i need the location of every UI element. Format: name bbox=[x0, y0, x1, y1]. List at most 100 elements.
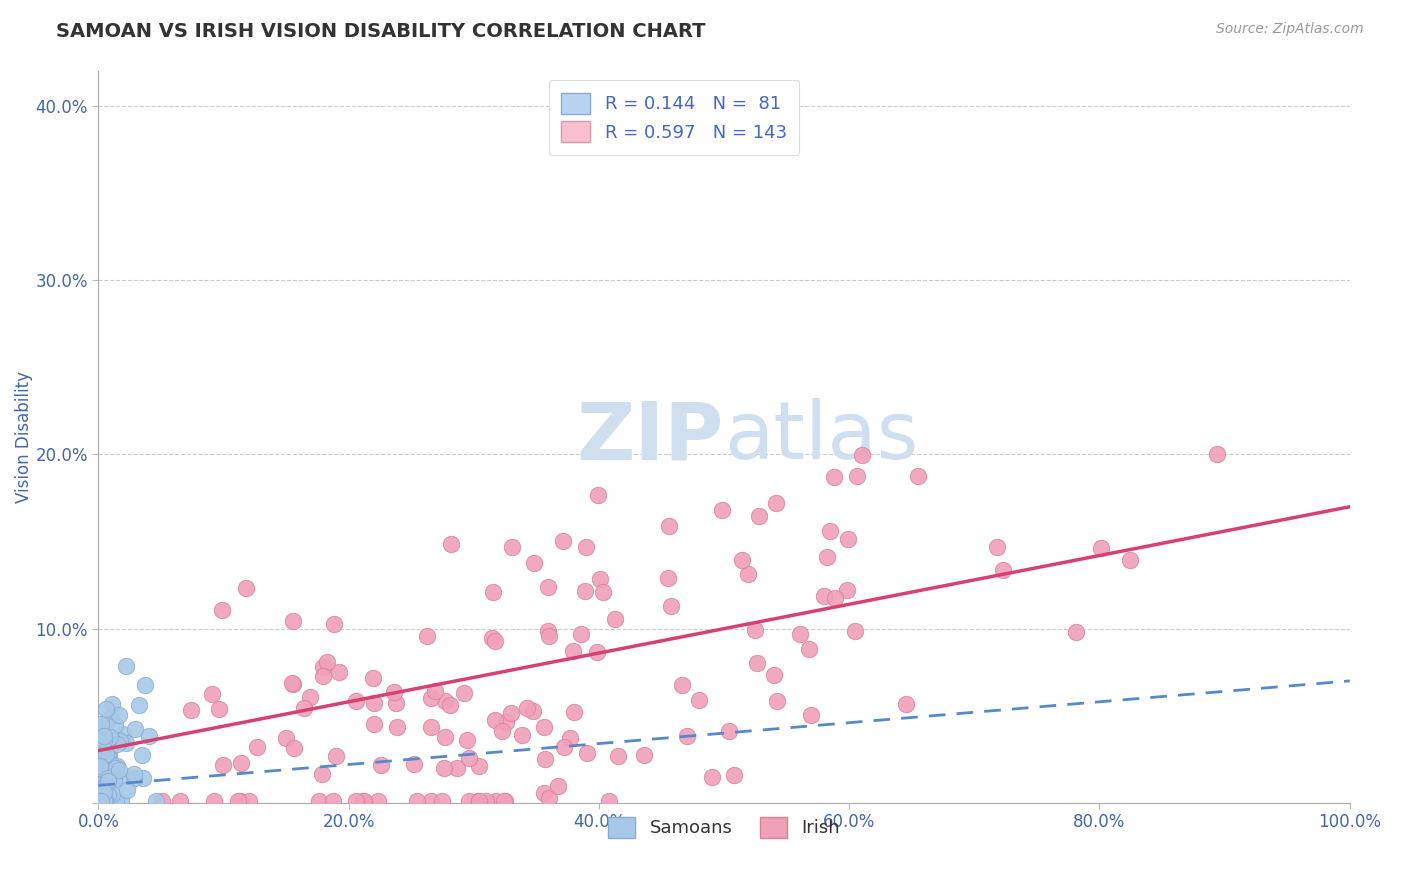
Point bbox=[846, 469, 869, 483]
Point bbox=[111, 727, 134, 741]
Point bbox=[89, 759, 111, 773]
Point bbox=[93, 729, 115, 743]
Point bbox=[97, 738, 120, 752]
Point bbox=[89, 794, 111, 808]
Point bbox=[456, 732, 478, 747]
Point bbox=[367, 794, 389, 808]
Point bbox=[114, 736, 136, 750]
Point bbox=[107, 763, 129, 777]
Point bbox=[1064, 624, 1087, 639]
Point bbox=[96, 702, 118, 716]
Point bbox=[553, 739, 575, 754]
Point bbox=[361, 671, 384, 685]
Point bbox=[353, 794, 375, 808]
Point bbox=[700, 770, 723, 784]
Point bbox=[562, 706, 585, 720]
Point bbox=[312, 669, 335, 683]
Point bbox=[894, 698, 917, 712]
Point bbox=[211, 757, 233, 772]
Point bbox=[815, 549, 838, 564]
Point bbox=[402, 756, 425, 771]
Point bbox=[132, 772, 155, 786]
Point bbox=[292, 701, 315, 715]
Point bbox=[90, 760, 112, 774]
Point bbox=[90, 794, 112, 808]
Point bbox=[494, 794, 516, 808]
Point bbox=[818, 524, 841, 538]
Point bbox=[131, 748, 153, 763]
Point bbox=[90, 745, 112, 759]
Point bbox=[97, 749, 120, 764]
Point bbox=[281, 615, 304, 629]
Point bbox=[453, 686, 475, 700]
Point bbox=[533, 786, 555, 800]
Point bbox=[107, 732, 129, 747]
Point bbox=[91, 781, 114, 796]
Text: SAMOAN VS IRISH VISION DISABILITY CORRELATION CHART: SAMOAN VS IRISH VISION DISABILITY CORREL… bbox=[56, 22, 706, 41]
Point bbox=[586, 487, 609, 501]
Point bbox=[96, 755, 118, 769]
Point bbox=[91, 741, 114, 756]
Point bbox=[658, 518, 681, 533]
Point bbox=[352, 794, 374, 808]
Point bbox=[298, 690, 321, 705]
Point bbox=[522, 704, 544, 718]
Point bbox=[211, 603, 233, 617]
Point bbox=[98, 757, 121, 772]
Point bbox=[576, 746, 599, 760]
Point bbox=[533, 720, 555, 734]
Point bbox=[499, 706, 522, 720]
Point bbox=[430, 794, 453, 808]
Point bbox=[420, 794, 443, 808]
Point bbox=[589, 573, 612, 587]
Point bbox=[633, 747, 655, 762]
Point bbox=[675, 729, 697, 743]
Point bbox=[346, 794, 368, 808]
Point bbox=[93, 794, 115, 808]
Point bbox=[91, 794, 114, 808]
Point bbox=[283, 740, 305, 755]
Point bbox=[98, 740, 121, 755]
Point bbox=[562, 644, 585, 658]
Point bbox=[312, 660, 335, 674]
Point bbox=[180, 703, 202, 717]
Point bbox=[745, 656, 768, 670]
Point bbox=[731, 552, 754, 566]
Point bbox=[484, 713, 506, 727]
Point bbox=[1090, 541, 1112, 555]
Point bbox=[138, 729, 160, 743]
Point bbox=[97, 748, 120, 763]
Point bbox=[97, 789, 120, 803]
Point bbox=[124, 771, 146, 785]
Point bbox=[105, 759, 128, 773]
Point bbox=[432, 761, 454, 775]
Point bbox=[688, 692, 710, 706]
Point bbox=[96, 747, 118, 761]
Point bbox=[416, 629, 439, 643]
Point bbox=[537, 624, 560, 638]
Point bbox=[93, 733, 115, 747]
Point bbox=[494, 794, 516, 808]
Point bbox=[851, 448, 873, 462]
Point bbox=[468, 759, 491, 773]
Point bbox=[1118, 553, 1140, 567]
Point bbox=[101, 697, 124, 711]
Point bbox=[420, 690, 443, 705]
Point bbox=[134, 678, 156, 692]
Point bbox=[103, 763, 125, 777]
Point bbox=[717, 723, 740, 738]
Legend: Samoans, Irish: Samoans, Irish bbox=[600, 810, 848, 845]
Point bbox=[1205, 447, 1227, 461]
Point bbox=[458, 794, 481, 808]
Point bbox=[537, 629, 560, 643]
Point bbox=[105, 794, 128, 808]
Point bbox=[569, 627, 592, 641]
Point bbox=[824, 591, 846, 606]
Point bbox=[96, 735, 118, 749]
Point bbox=[744, 623, 766, 637]
Point bbox=[124, 722, 146, 736]
Point bbox=[103, 773, 125, 788]
Point bbox=[201, 687, 224, 701]
Point bbox=[281, 676, 304, 690]
Point bbox=[813, 589, 835, 603]
